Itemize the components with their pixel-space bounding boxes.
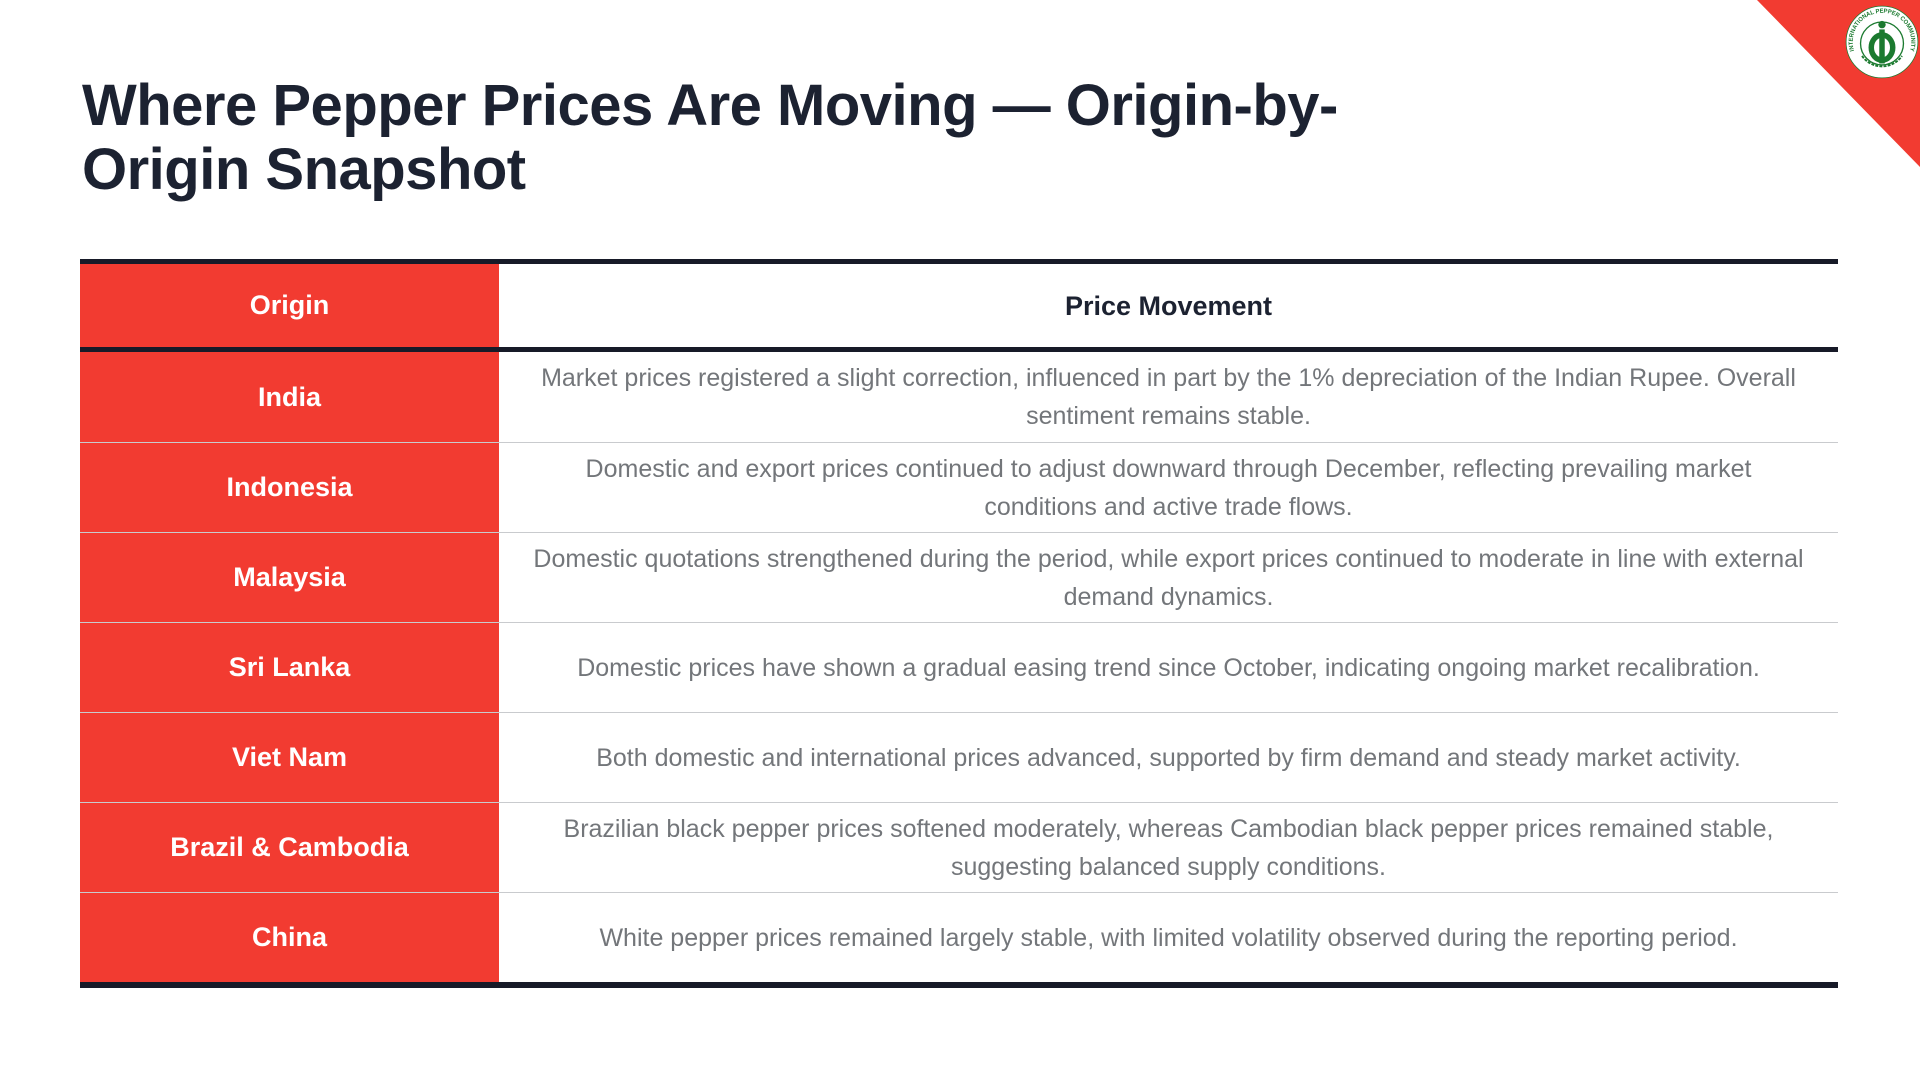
- movement-header-cell: Price Movement: [1064, 290, 1273, 321]
- table-body: India Market prices registered a slight …: [80, 352, 1838, 982]
- origin-cell: India: [80, 352, 499, 442]
- table-row: Sri Lanka Domestic prices have shown a g…: [80, 622, 1838, 712]
- table-row: India Market prices registered a slight …: [80, 352, 1838, 442]
- origin-cell: Viet Nam: [80, 713, 499, 802]
- movement-cell: Domestic prices have shown a gradual eas…: [577, 653, 1760, 682]
- movement-cell: Domestic and export prices continued to …: [585, 454, 1752, 521]
- page-title-line1: Where Pepper Prices Are Moving — Origin-…: [82, 73, 1338, 138]
- movement-cell: Both domestic and international prices a…: [596, 743, 1741, 772]
- page-title: Where Pepper Prices Are Moving — Origin-…: [82, 74, 1338, 202]
- movement-cell: White pepper prices remained largely sta…: [599, 923, 1738, 952]
- movement-cell: Domestic quotations strengthened during …: [533, 544, 1804, 611]
- page-title-line2: Origin Snapshot: [82, 137, 526, 202]
- movement-cell: Brazilian black pepper prices softened m…: [563, 814, 1774, 881]
- origin-cell: Brazil & Cambodia: [80, 803, 499, 892]
- table-row: Indonesia Domestic and export prices con…: [80, 442, 1838, 532]
- origin-header-cell: Origin: [80, 264, 499, 347]
- origin-cell: Sri Lanka: [80, 623, 499, 712]
- table-header-row: Origin Price Movement: [80, 264, 1838, 352]
- origin-price-table: Origin Price Movement India Market price…: [80, 259, 1838, 988]
- table-row: Malaysia Domestic quotations strengthene…: [80, 532, 1838, 622]
- table-row: Viet Nam Both domestic and international…: [80, 712, 1838, 802]
- logo-wreath-arc: [1861, 55, 1903, 68]
- origin-cell: China: [80, 893, 499, 982]
- ipc-logo: INTERNATIONAL PEPPER COMMUNITY: [1845, 5, 1919, 79]
- origin-cell: Indonesia: [80, 443, 499, 532]
- logo-monogram: [1868, 20, 1896, 64]
- movement-cell: Market prices registered a slight correc…: [541, 364, 1796, 430]
- origin-cell: Malaysia: [80, 533, 499, 622]
- table-row: China White pepper prices remained large…: [80, 892, 1838, 982]
- table-row: Brazil & Cambodia Brazilian black pepper…: [80, 802, 1838, 892]
